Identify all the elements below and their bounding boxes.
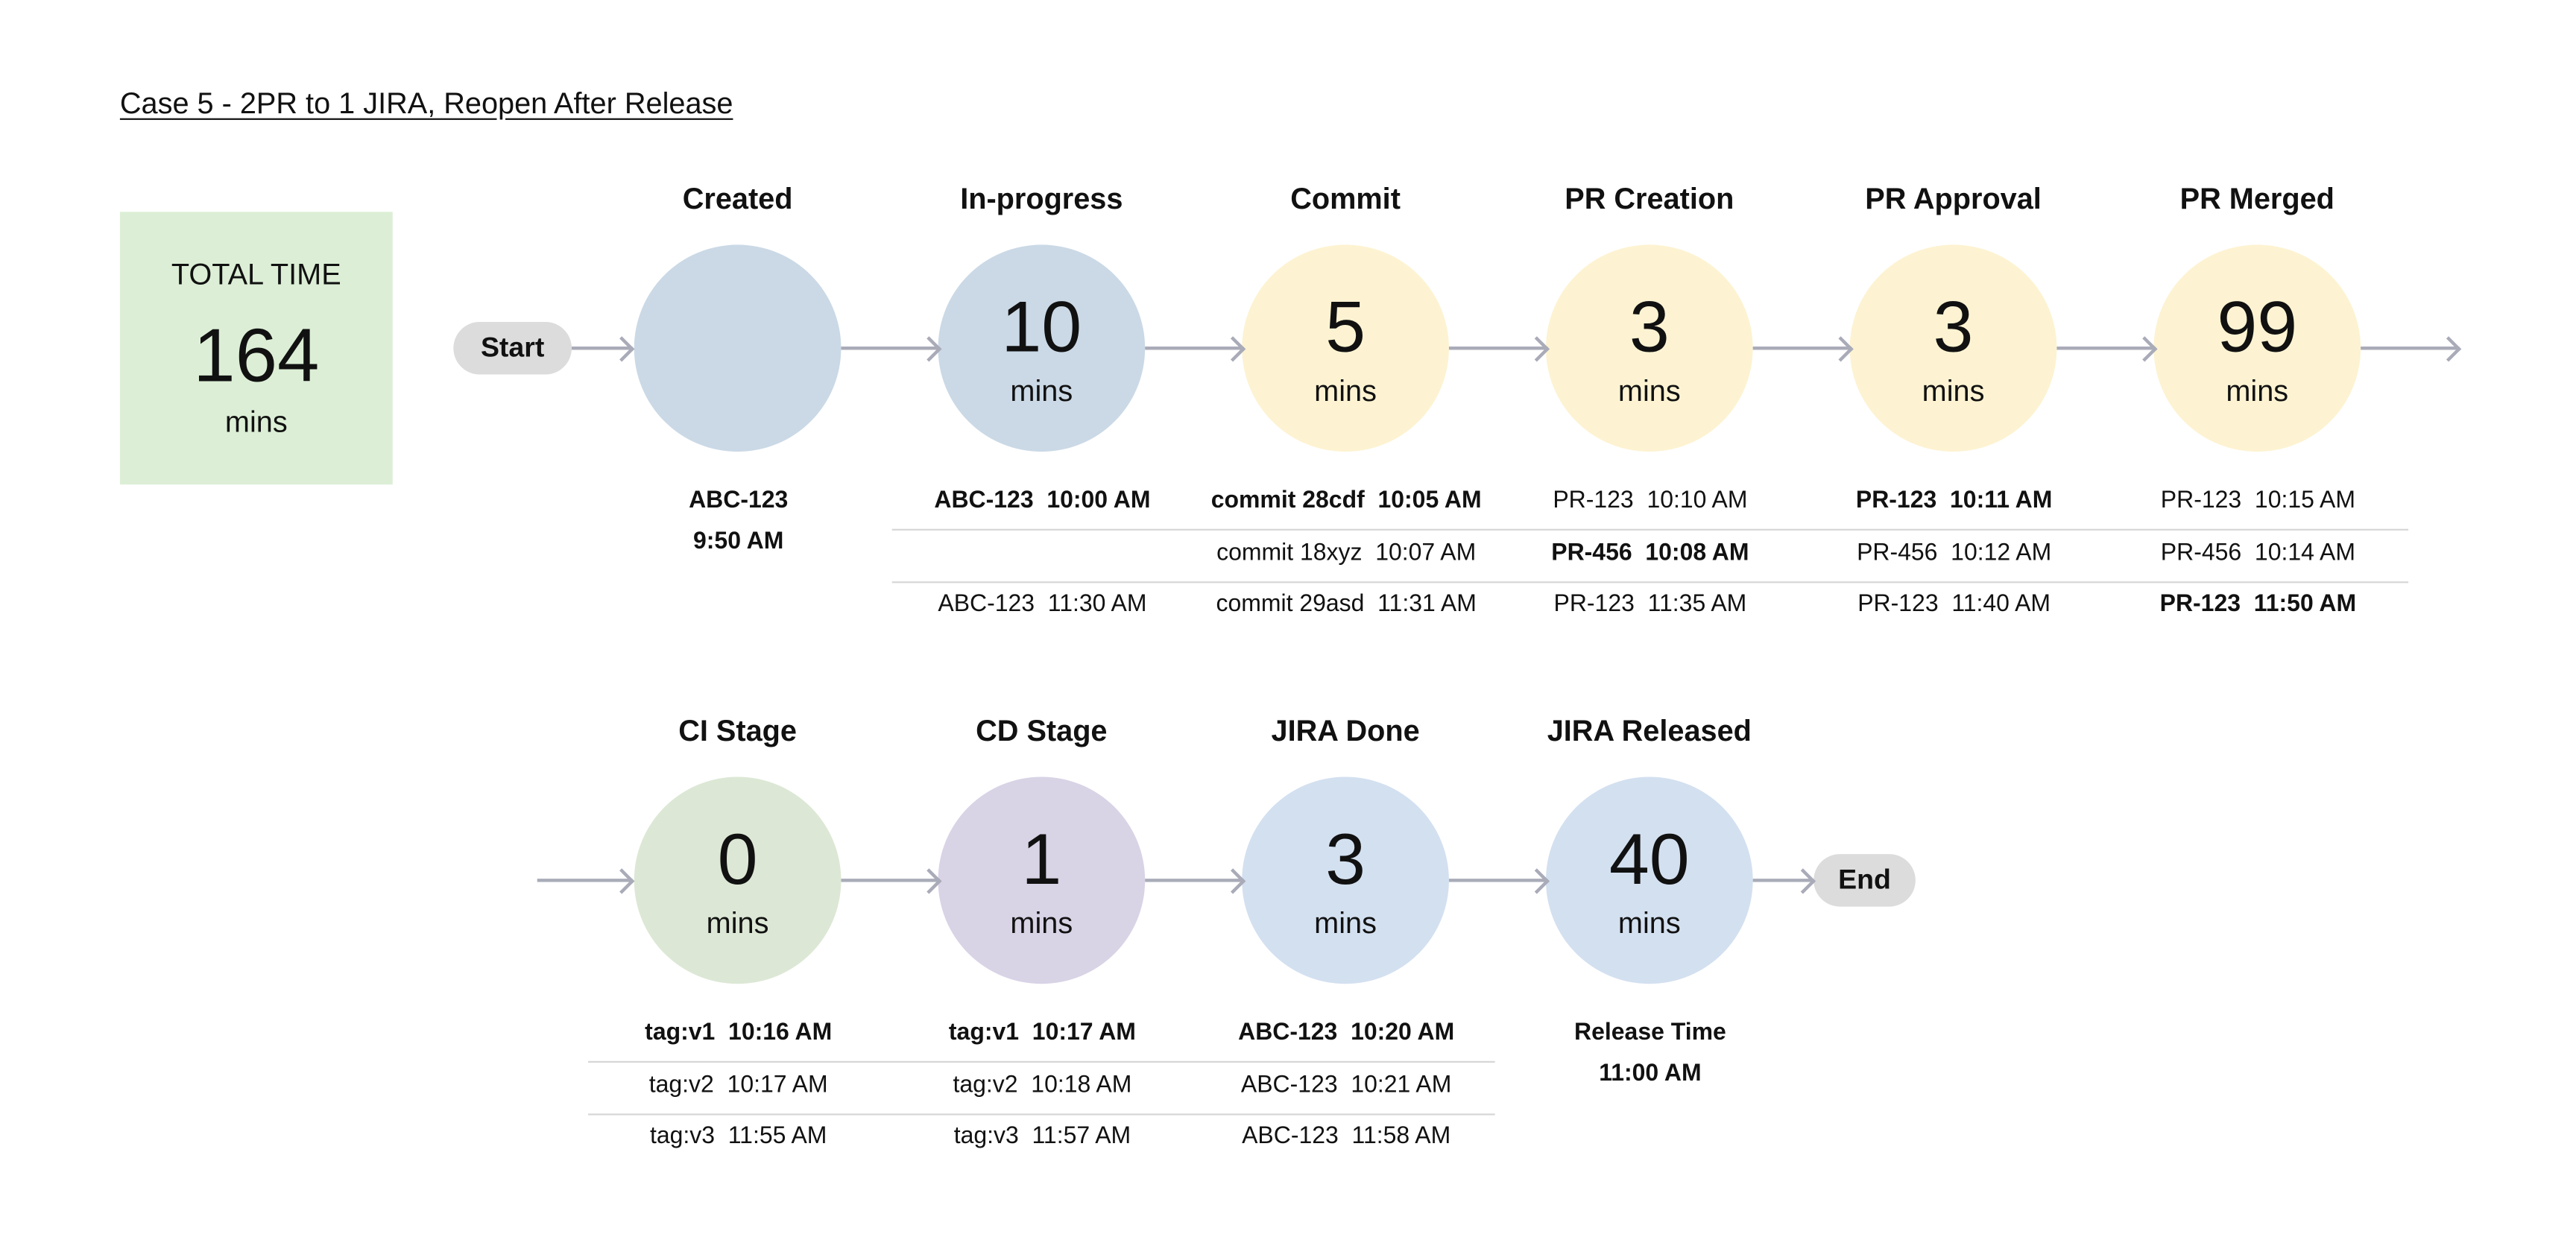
- stage-circle: 3 mins: [1545, 244, 1753, 452]
- event-note: 9:50 AM: [693, 528, 784, 554]
- arrow-connector: [841, 347, 940, 350]
- stage-label: In-progress: [960, 182, 1123, 215]
- stage-duration-unit: mins: [1922, 374, 1985, 408]
- event-cell: PR-123 11:40 AM: [1857, 592, 2051, 619]
- stage-label: PR Approval: [1865, 182, 2042, 215]
- stage-label: CI Stage: [678, 714, 797, 747]
- arrow-connector: [1145, 347, 1244, 350]
- stage-circle: 10 mins: [938, 244, 1146, 452]
- arrow-connector: [841, 879, 940, 882]
- stage-duration-unit: mins: [1617, 374, 1681, 408]
- stage-duration: 1: [1021, 819, 1062, 900]
- stage-duration: 99: [2217, 287, 2298, 368]
- end-node: End: [1813, 854, 1916, 907]
- stage-duration: 10: [1001, 287, 1082, 368]
- start-node: Start: [453, 321, 572, 375]
- event-cell: ABC-123 10:20 AM: [1238, 1019, 1455, 1046]
- stage-label: CD Stage: [976, 714, 1108, 747]
- event-cell: tag:v1 10:16 AM: [645, 1019, 833, 1046]
- stage-label: Created: [682, 182, 793, 215]
- event-cell: ABC-123 10:21 AM: [1240, 1072, 1452, 1098]
- event-cell: tag:v2 10:18 AM: [953, 1072, 1132, 1098]
- total-time-unit: mins: [224, 405, 288, 439]
- event-cell: commit 18xyz 10:07 AM: [1216, 540, 1477, 566]
- event-cell: tag:v2 10:17 AM: [648, 1072, 828, 1098]
- stage-circle: 5 mins: [1242, 244, 1449, 452]
- stage-circle: 40 mins: [1545, 777, 1753, 984]
- event-cell: tag:v1 10:17 AM: [948, 1019, 1136, 1046]
- event-cell: commit 28cdf 10:05 AM: [1210, 487, 1482, 514]
- stage-label: Commit: [1290, 182, 1401, 215]
- event-cell: commit 29asd 11:31 AM: [1216, 592, 1477, 619]
- arrow-connector: [2056, 347, 2156, 350]
- table-divider: [588, 1060, 1495, 1063]
- stage-label: JIRA Done: [1271, 714, 1420, 747]
- stage-circle: 1 mins: [938, 777, 1146, 984]
- stage-duration-unit: mins: [1010, 906, 1073, 940]
- stage-circle: [634, 244, 842, 452]
- arrow-connector: [1448, 347, 1548, 350]
- table-divider: [891, 581, 2409, 583]
- stage-duration-unit: mins: [706, 906, 769, 940]
- event-cell: PR-123 10:15 AM: [2160, 487, 2355, 514]
- stage-label: PR Creation: [1565, 182, 1734, 215]
- event-cell: tag:v3 11:55 AM: [649, 1124, 827, 1151]
- event-note: 11:00 AM: [1599, 1060, 1702, 1087]
- arrow-connector: [1145, 879, 1244, 882]
- stage-label: JIRA Released: [1547, 714, 1752, 747]
- stage-duration-unit: mins: [1314, 374, 1377, 408]
- arrow-connector: [1448, 879, 1548, 882]
- table-divider: [891, 528, 2409, 531]
- stage-circle: 0 mins: [634, 777, 842, 984]
- arrow-connector: [1752, 347, 1852, 350]
- stage-duration: 40: [1609, 819, 1690, 900]
- stage-duration-unit: mins: [1617, 906, 1681, 940]
- event-cell: PR-123 10:11 AM: [1855, 487, 2053, 514]
- arrow-connector: [2361, 347, 2460, 350]
- stage-duration-unit: mins: [1314, 906, 1377, 940]
- event-cell: ABC-123 11:58 AM: [1242, 1124, 1451, 1151]
- stage-duration: 5: [1325, 287, 1366, 368]
- event-cell: ABC-123 11:30 AM: [938, 592, 1147, 619]
- stage-duration-unit: mins: [1010, 374, 1073, 408]
- event-cell: PR-123 11:50 AM: [2159, 592, 2357, 619]
- event-cell: PR-456 10:14 AM: [2160, 540, 2355, 566]
- event-cell: PR-123 10:10 AM: [1553, 487, 1748, 514]
- event-note: Release Time: [1574, 1019, 1726, 1046]
- stage-label: PR Merged: [2179, 182, 2334, 215]
- event-cell: PR-123 11:35 AM: [1553, 592, 1747, 619]
- arrow-connector: [537, 879, 633, 882]
- stage-duration: 3: [1933, 287, 1974, 368]
- table-divider: [588, 1113, 1495, 1116]
- stage-duration: 0: [717, 819, 758, 900]
- page-title: Case 5 - 2PR to 1 JIRA, Reopen After Rel…: [119, 86, 733, 120]
- event-cell: PR-456 10:08 AM: [1551, 540, 1749, 566]
- stage-duration: 3: [1629, 287, 1670, 368]
- stage-duration: 3: [1325, 819, 1366, 900]
- stage-circle: 3 mins: [1242, 777, 1449, 984]
- total-time-label: TOTAL TIME: [171, 258, 341, 291]
- stage-circle: 99 mins: [2153, 244, 2361, 452]
- arrow-connector: [1752, 879, 1814, 882]
- total-time-value: 164: [193, 311, 320, 398]
- event-cell: PR-456 10:12 AM: [1857, 540, 2052, 566]
- event-note: ABC-123: [689, 487, 789, 514]
- stage-duration-unit: mins: [2226, 374, 2289, 408]
- event-cell: tag:v3 11:57 AM: [953, 1124, 1131, 1151]
- arrow-connector: [571, 347, 633, 350]
- stage-circle: 3 mins: [1849, 244, 2057, 452]
- total-time-card: TOTAL TIME 164 mins: [119, 212, 393, 485]
- event-cell: ABC-123 10:00 AM: [934, 487, 1151, 514]
